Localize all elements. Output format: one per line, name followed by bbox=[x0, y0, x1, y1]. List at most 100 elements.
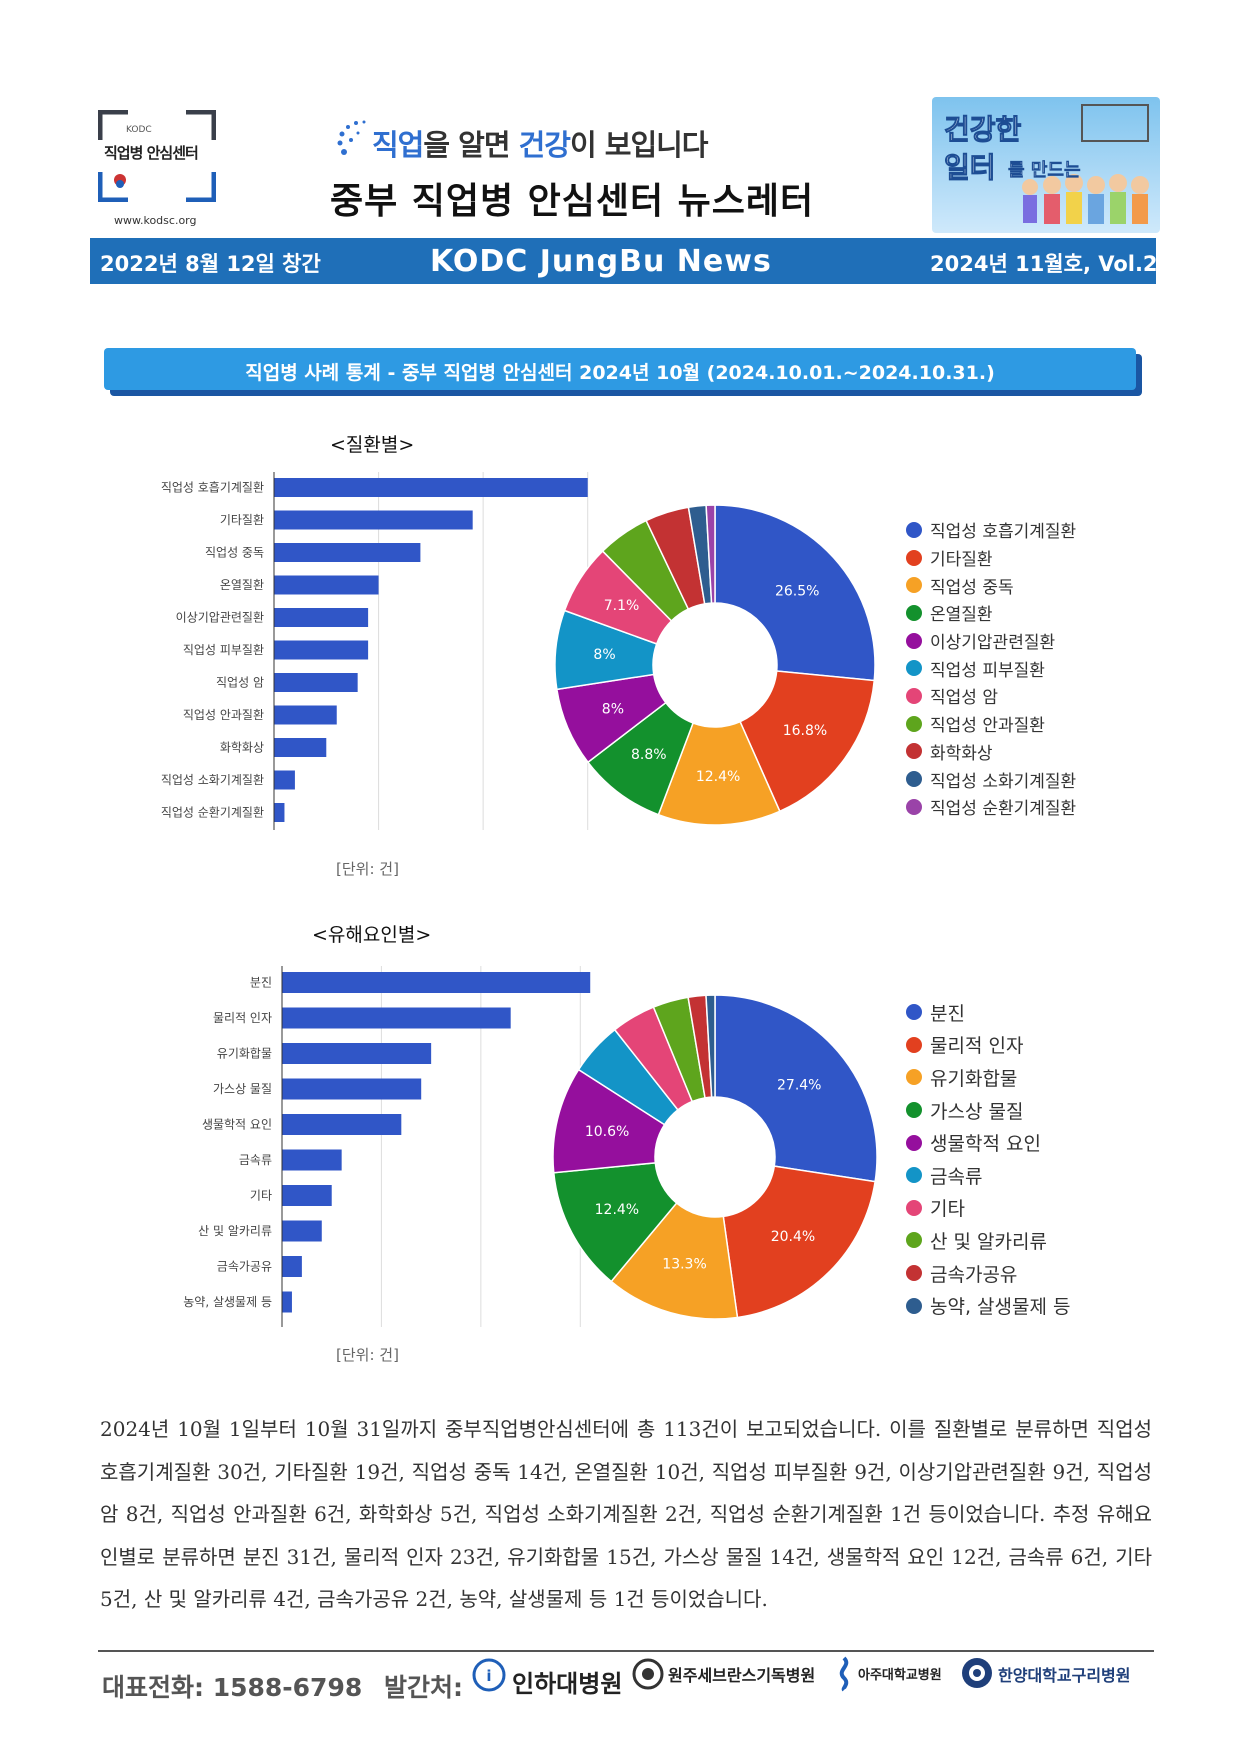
legend-swatch bbox=[906, 549, 922, 566]
legend-label: 금속류 bbox=[930, 1165, 983, 1188]
legend-swatch bbox=[906, 798, 922, 815]
legend-swatch bbox=[906, 660, 922, 677]
legend-item: 생물학적 요인 bbox=[906, 1126, 1070, 1159]
legend-label: 기타질환 bbox=[930, 550, 993, 571]
bar bbox=[274, 640, 369, 660]
bar bbox=[282, 1220, 322, 1242]
legend-label: 농약, 살생물제 등 bbox=[930, 1296, 1071, 1319]
legend-label: 유기화합물 bbox=[930, 1067, 1018, 1090]
legend-item: 직업성 소화기계질환 bbox=[906, 765, 1076, 793]
slogan-spark-icon bbox=[336, 118, 372, 162]
legend-label: 생물학적 요인 bbox=[930, 1133, 1041, 1156]
bar bbox=[274, 705, 337, 725]
category-label: 직업성 중독 bbox=[205, 546, 264, 560]
section-bar bbox=[104, 348, 1136, 390]
bar bbox=[274, 803, 285, 822]
legend-swatch bbox=[906, 1004, 922, 1021]
category-label: 화학화상 bbox=[220, 741, 264, 755]
ajou-logo-icon bbox=[834, 1656, 854, 1692]
bar bbox=[274, 673, 358, 692]
slice-label: 8% bbox=[602, 702, 624, 718]
bar bbox=[282, 1149, 342, 1171]
slice-label: 26.5% bbox=[775, 583, 819, 599]
legend-label: 분진 bbox=[930, 1002, 965, 1025]
legend-item: 직업성 피부질환 bbox=[906, 654, 1076, 682]
legend-label: 기타 bbox=[930, 1198, 965, 1221]
legend-swatch bbox=[906, 1069, 922, 1086]
bar bbox=[282, 1114, 402, 1135]
legend-label: 화학화상 bbox=[930, 743, 993, 764]
legend-swatch bbox=[906, 743, 922, 760]
hospital-inha: 인하대병원 bbox=[512, 1670, 623, 1698]
legend-label: 물리적 인자 bbox=[930, 1035, 1024, 1058]
legend-label: 이상기압관련질환 bbox=[930, 633, 1056, 654]
badge-line2: 일터 bbox=[944, 151, 997, 185]
disease-chart-title: <질환별> bbox=[330, 434, 415, 456]
legend-swatch bbox=[906, 521, 922, 538]
hazard-unit-label: [단위: 건] bbox=[336, 1346, 399, 1364]
phone-number: 대표전화: 1588-6798 bbox=[102, 1673, 363, 1702]
badge-line3: 를 만드는 bbox=[1008, 160, 1081, 182]
category-label: 가스상 물질 bbox=[213, 1082, 272, 1096]
bar bbox=[282, 972, 591, 993]
legend-label: 직업성 암 bbox=[930, 688, 998, 709]
disease-unit-label: [단위: 건] bbox=[336, 860, 399, 878]
logo-name: 직업병 안심센터 bbox=[104, 144, 199, 162]
category-label: 온열질환 bbox=[220, 578, 264, 592]
masthead-banner bbox=[90, 238, 1156, 284]
category-label: 기타 bbox=[250, 1189, 272, 1203]
legend-label: 온열질환 bbox=[930, 605, 993, 626]
logo-frame-icon bbox=[97, 109, 217, 203]
legend-swatch bbox=[906, 1265, 922, 1282]
legend-item: 직업성 중독 bbox=[906, 571, 1076, 599]
logo-url: www.kodsc.org bbox=[114, 214, 197, 227]
category-label: 직업성 피부질환 bbox=[183, 643, 264, 657]
publisher-label: 발간처: bbox=[384, 1673, 463, 1702]
category-label: 이상기압관련질환 bbox=[176, 611, 264, 625]
slice-label: 13.3% bbox=[662, 1257, 706, 1273]
slice-label: 20.4% bbox=[771, 1229, 815, 1245]
donut-slice bbox=[705, 504, 716, 604]
legend-swatch bbox=[906, 632, 922, 649]
legend-item: 직업성 호흡기계질환 bbox=[906, 516, 1076, 544]
bar bbox=[282, 1185, 332, 1206]
legend-swatch bbox=[906, 1134, 922, 1151]
category-label: 직업성 소화기계질환 bbox=[161, 773, 264, 787]
category-label: 금속류 bbox=[239, 1153, 272, 1167]
legend-label: 산 및 알카리류 bbox=[930, 1230, 1047, 1253]
legend-swatch bbox=[906, 771, 922, 788]
logo-small-text: KODC bbox=[126, 125, 152, 135]
bar bbox=[274, 478, 588, 497]
legend-item: 분진 bbox=[906, 996, 1070, 1029]
bar bbox=[274, 608, 369, 627]
inha-logo-icon: i bbox=[472, 1658, 506, 1692]
slice-label: 12.4% bbox=[595, 1202, 639, 1218]
legend-item: 기타 bbox=[906, 1192, 1070, 1225]
section-title: 직업병 사례 통계 - 중부 직업병 안심센터 2024년 10월 (2024.… bbox=[245, 362, 995, 384]
hazard-legend: 분진 물리적 인자 유기화합물 가스상 물질 생물학적 요인 금속류 기타 산 및 알카리류 금… bbox=[906, 996, 1070, 1322]
bar bbox=[282, 1043, 432, 1064]
legend-swatch bbox=[906, 1232, 922, 1249]
summary-paragraph: 2024년 10월 1일부터 10월 31일까지 중부직업병안심센터에 총 11… bbox=[100, 1417, 1152, 1611]
legend-item: 농약, 살생물제 등 bbox=[906, 1289, 1070, 1322]
svg-text:i: i bbox=[486, 1667, 491, 1685]
slice-label: 8% bbox=[593, 647, 615, 663]
hospital-ajou: 아주대학교병원 bbox=[858, 1668, 942, 1683]
hazard-chart-title: <유해요인별> bbox=[312, 924, 432, 946]
legend-item: 온열질환 bbox=[906, 599, 1076, 627]
legend-label: 직업성 피부질환 bbox=[930, 660, 1045, 681]
disease-donut-chart: 26.5% 16.8% 12.4% 8.8% 8% 8% 7.1% bbox=[554, 504, 876, 826]
legend-label: 직업성 중독 bbox=[930, 577, 1014, 598]
category-label: 직업성 안과질환 bbox=[183, 708, 264, 722]
people-illustration-icon bbox=[1022, 104, 1149, 224]
legend-swatch bbox=[906, 1297, 922, 1314]
legend-swatch bbox=[906, 1102, 922, 1119]
legend-swatch bbox=[906, 1167, 922, 1184]
legend-item: 산 및 알카리류 bbox=[906, 1224, 1070, 1257]
legend-item: 직업성 암 bbox=[906, 682, 1076, 710]
slice-label: 16.8% bbox=[783, 723, 827, 739]
legend-item: 가스상 물질 bbox=[906, 1094, 1070, 1127]
legend-item: 화학화상 bbox=[906, 738, 1076, 766]
legend-swatch bbox=[906, 1199, 922, 1216]
